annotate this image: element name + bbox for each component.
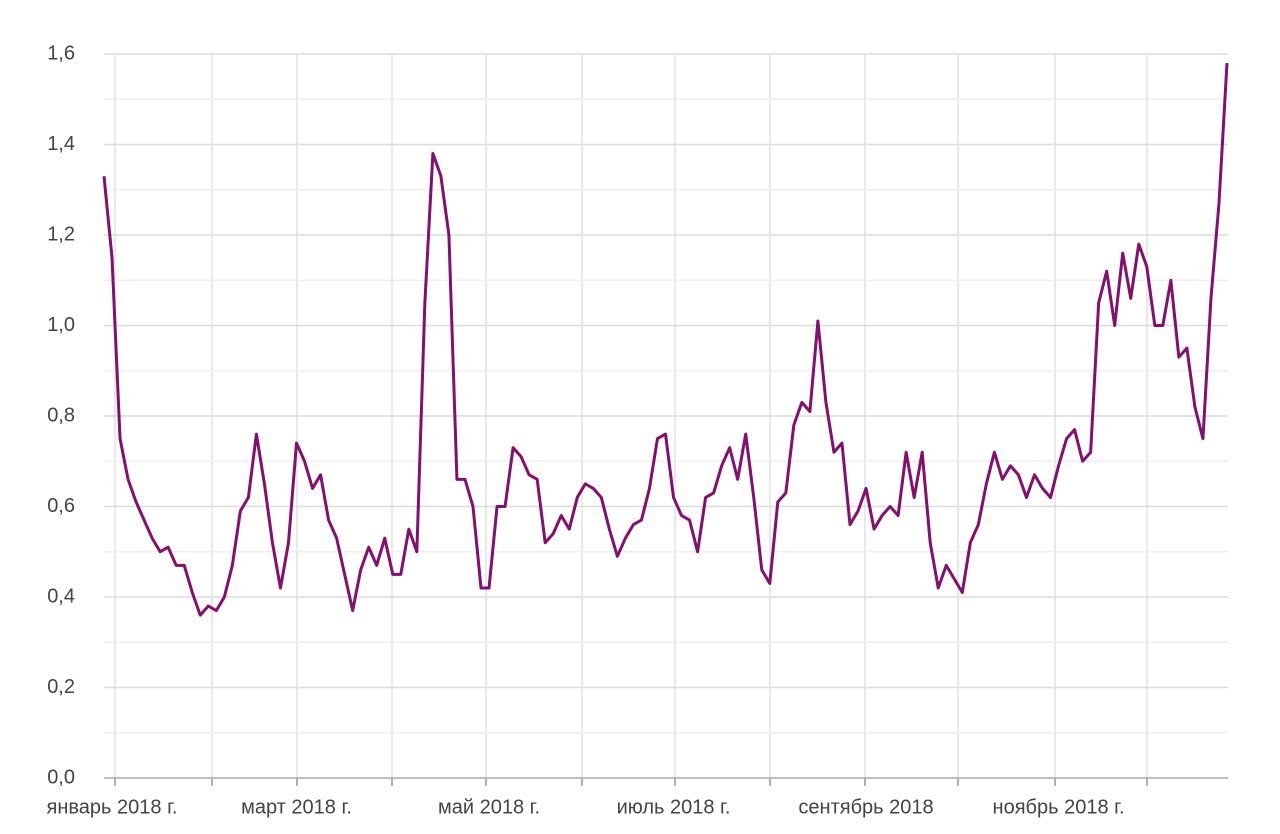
x-tick-label: март 2018 г. xyxy=(241,796,352,818)
x-tick-label: январь 2018 г. xyxy=(47,796,178,818)
y-tick-label: 0,6 xyxy=(47,495,75,517)
y-tick-label: 0,4 xyxy=(47,585,75,607)
y-tick-label: 1,4 xyxy=(47,133,75,155)
x-tick-label: сентябрь 2018 xyxy=(798,796,933,818)
y-tick-label: 0,2 xyxy=(47,676,75,698)
y-tick-label: 1,2 xyxy=(47,223,75,245)
y-tick-label: 0,8 xyxy=(47,404,75,426)
series-line xyxy=(102,62,1229,617)
x-tick-label: май 2018 г. xyxy=(438,796,540,818)
y-tick-label: 1,6 xyxy=(47,42,75,64)
x-tick-label: июль 2018 г. xyxy=(617,796,731,818)
y-tick-label: 0,0 xyxy=(47,766,75,788)
y-tick-label: 1,0 xyxy=(47,314,75,336)
month-ticks xyxy=(114,778,1148,786)
x-tick-label: ноябрь 2018 г. xyxy=(993,796,1125,818)
